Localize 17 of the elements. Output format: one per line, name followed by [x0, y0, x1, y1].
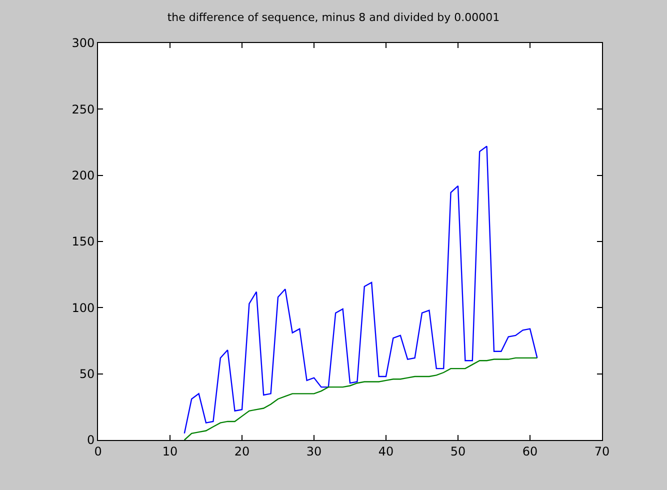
y-tick-label: 150	[72, 234, 95, 249]
x-tick-label: 60	[522, 444, 538, 458]
x-tick-label: 50	[450, 444, 466, 458]
y-tick-label: 200	[72, 168, 95, 183]
y-tick-label: 50	[79, 367, 95, 382]
y-tick-label: 300	[72, 36, 95, 50]
x-tick-label: 40	[378, 444, 394, 458]
x-tick-label: 10	[162, 444, 178, 458]
y-tick-label: 0	[86, 433, 95, 448]
y-tick-label: 100	[72, 300, 95, 315]
chart-title: the difference of sequence, minus 8 and divided by 0.00001	[167, 11, 500, 24]
y-tick-label: 250	[72, 102, 95, 116]
x-tick-label: 70	[594, 444, 610, 458]
x-tick-label: 30	[306, 444, 322, 458]
x-tick-label: 20	[234, 444, 250, 458]
line-series	[184, 146, 538, 434]
line-series	[184, 357, 538, 440]
